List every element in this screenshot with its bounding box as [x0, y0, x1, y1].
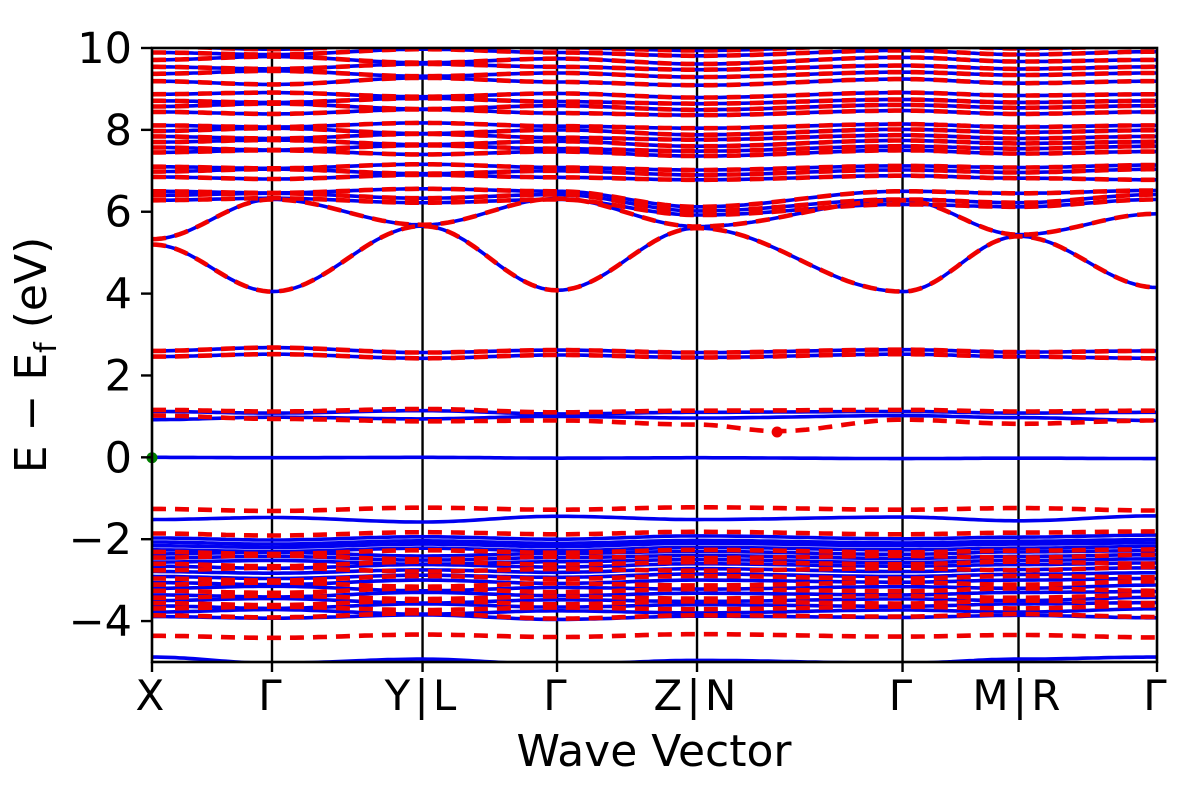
band-line-red-dashed	[152, 603, 1157, 613]
band-line-blue-solid	[152, 455, 1157, 461]
x-tick-label: Γ	[1143, 671, 1171, 720]
plot-frame	[150, 46, 1159, 664]
band-line-red-dashed	[152, 579, 1157, 589]
band-line-blue-solid	[152, 514, 1157, 524]
band-line-red-dashed	[152, 143, 1157, 154]
band-line-blue-solid	[152, 533, 1157, 542]
x-tick-label: Γ	[889, 671, 917, 720]
y-axis-label: E − Ef (eV)	[6, 237, 64, 474]
plot-border	[150, 46, 1159, 664]
band-line-red-dashed	[152, 223, 1157, 294]
y-tick-label: 4	[105, 270, 132, 320]
band-line-red-dashed	[152, 552, 1157, 562]
x-tick-label: Z|N	[654, 671, 741, 720]
band-line-red-dashed	[152, 131, 1157, 142]
band-line-blue-solid	[152, 595, 1157, 605]
band-line-blue-solid	[152, 541, 1157, 550]
band-line-red-dashed	[152, 406, 1157, 415]
y-tick-label: 10	[77, 24, 132, 74]
band-line-red-dashed	[152, 586, 1157, 596]
band-line-red-dashed	[152, 505, 1157, 514]
band-line-red-dashed	[152, 529, 1157, 538]
band-line-red-dashed	[152, 48, 1157, 59]
x-tick-label: M|R	[972, 671, 1064, 720]
axis-ticks: −4 −2 0 2 4 6 8 10 X Γ Y|L Γ Z|N Γ M|R Γ	[69, 24, 1171, 720]
y-tick-label: −4	[69, 597, 132, 647]
band-line-red-dashed	[152, 573, 1157, 583]
band-line-red-dashed	[152, 61, 1157, 72]
band-line-red-dashed	[152, 172, 1157, 183]
x-tick-label: X	[136, 671, 169, 720]
band-line-blue-solid	[152, 537, 1157, 546]
band-line-blue-solid	[152, 655, 1157, 662]
y-tick-label: 8	[105, 106, 132, 156]
band-line-red-dashed	[152, 196, 1157, 242]
band-line-blue-solid	[152, 607, 1157, 616]
y-tick-label: 6	[105, 188, 132, 238]
band-line-red-dashed	[152, 68, 1157, 80]
band-line-red-dashed	[152, 162, 1157, 173]
band-line-red-dashed	[152, 120, 1157, 131]
band-line-red-dashed	[152, 54, 1157, 67]
band-line-red-dashed	[152, 90, 1157, 100]
band-line-red-dashed	[152, 195, 1157, 218]
band-line-red-dashed	[152, 592, 1157, 602]
y-tick-label: 2	[105, 351, 132, 401]
band-line-red-dashed	[152, 631, 1157, 641]
band-line-red-dashed	[152, 107, 1157, 118]
band-line-blue-solid	[152, 557, 1157, 566]
band-line-blue-solid	[152, 583, 1157, 593]
band-line-red-dashed	[152, 564, 1157, 574]
x-tick-label: Γ	[543, 671, 571, 720]
x-tick-label: Y|L	[384, 671, 461, 720]
band-line-red-dashed	[152, 75, 1157, 88]
y-tick-label: −2	[69, 515, 132, 565]
y-tick-label: 0	[105, 433, 132, 483]
band-line-red-dashed	[152, 95, 1157, 106]
band-line-red-dashed	[152, 345, 1157, 355]
band-line-red-dashed	[152, 413, 1157, 434]
band-line-red-dashed	[152, 351, 1157, 361]
band-line-blue-solid	[152, 566, 1157, 575]
cbm-marker	[771, 426, 783, 438]
band-line-red-dashed	[152, 186, 1157, 210]
x-tick-label: Γ	[258, 671, 286, 720]
band-line-red-dashed	[152, 611, 1157, 621]
band-lines	[152, 48, 1157, 662]
x-axis-label: Wave Vector	[517, 726, 793, 777]
